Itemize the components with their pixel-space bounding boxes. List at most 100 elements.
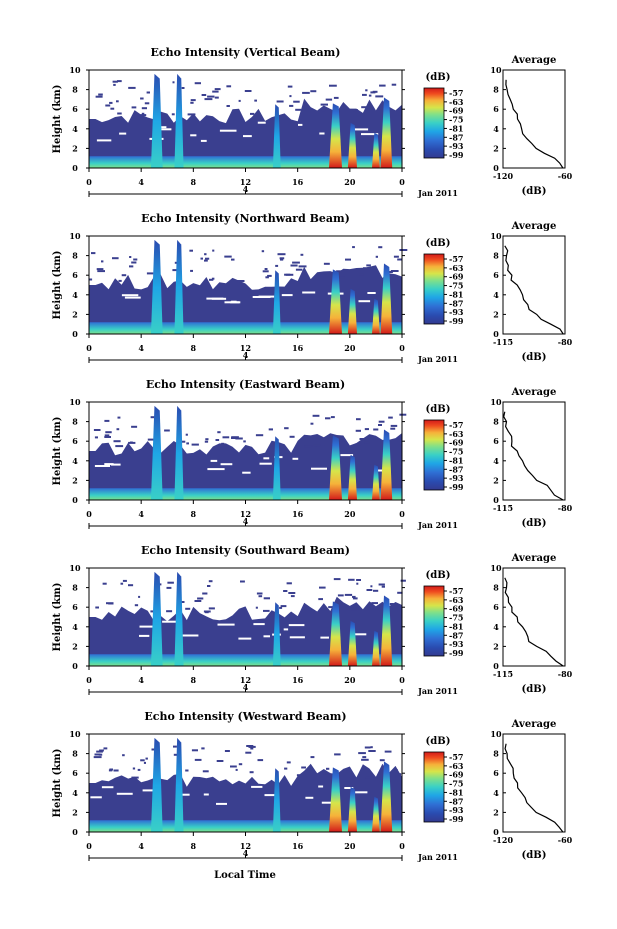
echo-speckle bbox=[186, 442, 189, 445]
x-tick-label: 0 bbox=[399, 343, 405, 353]
x-tick-label: 0 bbox=[86, 509, 92, 519]
echo-speckle bbox=[393, 255, 399, 258]
average-y-tick-label: 4 bbox=[493, 622, 499, 632]
echo-speckle bbox=[378, 246, 383, 249]
echo-speckle bbox=[395, 769, 398, 772]
echo-gap bbox=[139, 634, 150, 637]
rain-plume bbox=[328, 767, 343, 832]
colorbar-tick-label: -75 bbox=[449, 115, 463, 125]
echo-gap bbox=[162, 620, 179, 623]
echo-speckle bbox=[167, 581, 174, 584]
x-tick-label: 4 bbox=[138, 675, 144, 685]
echo-speckle bbox=[146, 272, 154, 275]
echo-speckle bbox=[290, 264, 298, 267]
echo-speckle bbox=[358, 752, 366, 755]
echo-speckle bbox=[226, 105, 230, 107]
echo-speckle bbox=[368, 750, 376, 752]
rain-plume bbox=[347, 620, 358, 666]
average-title: Average bbox=[511, 553, 557, 564]
average-panel: Average 0 2 4 6 8 10 -120 -60 (dB) bbox=[490, 719, 572, 861]
echo-gap bbox=[243, 135, 252, 138]
echo-speckle bbox=[296, 774, 300, 777]
colorbar bbox=[423, 253, 445, 325]
echo-speckle bbox=[116, 428, 120, 431]
x-tick-label: 16 bbox=[292, 343, 304, 353]
echo-speckle bbox=[283, 590, 288, 592]
rain-plume bbox=[380, 595, 393, 666]
echo-gap bbox=[101, 786, 114, 789]
average-x-title: (dB) bbox=[522, 518, 547, 529]
day-marker-label: 4 bbox=[243, 184, 249, 194]
echo-speckle bbox=[131, 776, 139, 779]
echo-speckle bbox=[400, 579, 406, 582]
x-tick-label: 20 bbox=[344, 509, 356, 519]
echo-speckle bbox=[378, 424, 382, 426]
colorbar-tick-label: -87 bbox=[449, 464, 463, 474]
average-y-tick-label: 6 bbox=[493, 602, 499, 612]
average-y-tick-label: 2 bbox=[493, 309, 499, 319]
echo-speckle bbox=[263, 609, 270, 612]
echo-speckle bbox=[216, 760, 224, 762]
y-tick-label: 2 bbox=[72, 143, 78, 153]
echo-speckle bbox=[352, 109, 358, 112]
colorbar-tick-label: -93 bbox=[449, 307, 464, 317]
echo-speckle bbox=[166, 610, 173, 613]
echo-gap bbox=[219, 129, 237, 132]
average-y-tick-label: 10 bbox=[490, 65, 502, 75]
y-tick-label: 0 bbox=[72, 661, 78, 671]
x-tick-label: 16 bbox=[292, 841, 304, 851]
echo-speckle bbox=[103, 747, 108, 750]
x-tick-label: 20 bbox=[344, 343, 356, 353]
rain-plume bbox=[174, 73, 184, 168]
average-frame bbox=[502, 69, 566, 169]
surface-layer bbox=[89, 820, 402, 832]
echo-speckle bbox=[326, 767, 330, 770]
echo-speckle bbox=[370, 585, 373, 588]
echo-speckle bbox=[279, 606, 283, 609]
x-tick-label: 20 bbox=[344, 177, 356, 187]
colorbar-tick-label: -57 bbox=[449, 586, 463, 596]
y-tick-label: 2 bbox=[72, 807, 78, 817]
echo-speckle bbox=[98, 753, 103, 756]
y-tick-label: 8 bbox=[72, 251, 78, 261]
echo-speckle bbox=[323, 262, 330, 265]
colorbar-tick-label: -69 bbox=[449, 106, 464, 116]
colorbar-tick-label: -63 bbox=[449, 263, 464, 273]
panel-title: Echo Intensity (Southward Beam) bbox=[141, 544, 350, 557]
average-x-tick-label: -80 bbox=[558, 503, 573, 513]
echo-speckle bbox=[109, 101, 113, 104]
echo-speckle bbox=[399, 249, 408, 251]
average-y-tick-label: 2 bbox=[493, 475, 499, 485]
x-tick-label: 4 bbox=[138, 841, 144, 851]
echo-speckle bbox=[128, 86, 136, 89]
average-y-tick-label: 10 bbox=[490, 563, 502, 573]
echo-speckle bbox=[320, 103, 328, 106]
echo-gap bbox=[104, 463, 114, 466]
colorbar-tick-label: -99 bbox=[449, 648, 464, 658]
echo-gap bbox=[200, 139, 207, 142]
y-tick-label: 6 bbox=[72, 270, 78, 280]
echo-speckle bbox=[325, 772, 331, 775]
echo-gap bbox=[292, 457, 299, 460]
echo-speckle bbox=[204, 253, 207, 256]
average-frame bbox=[502, 401, 566, 501]
x-tick-label: 12 bbox=[240, 841, 251, 851]
colorbar-tick-label: -93 bbox=[449, 473, 464, 483]
echo-speckle bbox=[330, 416, 335, 419]
panel-title: Echo Intensity (Northward Beam) bbox=[141, 212, 350, 225]
echo-speckle bbox=[112, 257, 119, 260]
x-tick-label: 16 bbox=[292, 509, 304, 519]
echo-gap bbox=[353, 128, 369, 131]
echo-speckle bbox=[390, 270, 399, 272]
echo-speckle bbox=[202, 592, 208, 595]
y-tick-label: 4 bbox=[72, 788, 78, 798]
echo-speckle bbox=[98, 93, 103, 96]
average-y-tick-label: 10 bbox=[490, 397, 502, 407]
echo-gap bbox=[351, 633, 367, 636]
echo-speckle bbox=[118, 279, 122, 282]
average-x-tick-label: -80 bbox=[558, 337, 573, 347]
echo-gap bbox=[311, 467, 327, 470]
average-y-tick-label: 8 bbox=[493, 251, 499, 261]
echo-speckle bbox=[359, 273, 364, 276]
